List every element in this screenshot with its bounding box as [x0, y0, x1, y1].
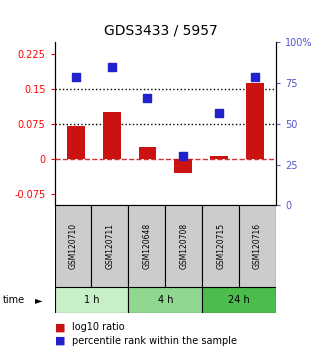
- Point: [216, 110, 221, 115]
- Bar: [239, 205, 276, 287]
- Text: GDS3433 / 5957: GDS3433 / 5957: [104, 23, 217, 37]
- Text: log10 ratio: log10 ratio: [72, 322, 125, 332]
- Point: [74, 74, 79, 80]
- Bar: [174, 159, 192, 173]
- Point: [252, 74, 257, 80]
- Point: [181, 154, 186, 159]
- Bar: [202, 205, 239, 287]
- Text: 1 h: 1 h: [84, 295, 99, 305]
- Text: 4 h: 4 h: [158, 295, 173, 305]
- Bar: [55, 205, 91, 287]
- Text: GSM120716: GSM120716: [253, 223, 262, 269]
- Text: GSM120648: GSM120648: [142, 223, 152, 269]
- Bar: [128, 287, 202, 313]
- Text: GSM120711: GSM120711: [105, 223, 115, 269]
- Bar: [103, 112, 121, 159]
- Text: 24 h: 24 h: [228, 295, 250, 305]
- Point: [145, 95, 150, 101]
- Text: percentile rank within the sample: percentile rank within the sample: [72, 336, 237, 346]
- Text: GSM120710: GSM120710: [68, 223, 78, 269]
- Bar: [91, 205, 128, 287]
- Bar: [55, 287, 128, 313]
- Bar: [139, 147, 156, 159]
- Bar: [246, 83, 264, 159]
- Point: [109, 64, 114, 70]
- Text: ►: ►: [35, 295, 42, 305]
- Text: ■: ■: [55, 336, 65, 346]
- Bar: [67, 126, 85, 159]
- Text: time: time: [3, 295, 25, 305]
- Text: GSM120708: GSM120708: [179, 223, 188, 269]
- Bar: [202, 287, 276, 313]
- Bar: [210, 156, 228, 159]
- Text: ■: ■: [55, 322, 65, 332]
- Bar: [128, 205, 165, 287]
- Bar: [165, 205, 202, 287]
- Text: GSM120715: GSM120715: [216, 223, 225, 269]
